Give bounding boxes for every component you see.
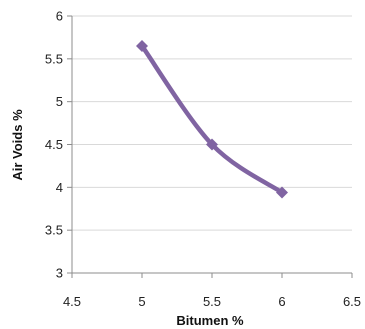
series — [136, 39, 288, 199]
y-tick-labels: 3 3.5 4 4.5 5 5.5 6 — [45, 9, 63, 281]
y-tick-label: 4 — [56, 180, 63, 195]
data-point-marker — [206, 138, 218, 151]
data-point-marker — [276, 186, 288, 199]
x-tick-label: 6.5 — [343, 294, 361, 309]
gridlines — [72, 15, 352, 231]
x-axis-title: Bitumen % — [176, 313, 244, 328]
y-axis-title: Air Voids % — [10, 109, 25, 181]
x-tick-label: 5 — [138, 294, 145, 309]
y-tick-label: 3.5 — [45, 223, 63, 238]
x-tick-label: 4.5 — [63, 294, 81, 309]
axes — [67, 15, 353, 278]
y-tick-label: 3 — [56, 266, 63, 281]
y-tick-label: 6 — [56, 9, 63, 24]
y-tick-label: 5.5 — [45, 51, 63, 66]
series-line — [139, 43, 285, 195]
x-tick-labels: 4.5 5 5.5 6 6.5 — [63, 294, 361, 309]
x-tick-label: 6 — [278, 294, 285, 309]
y-tick-label: 5 — [56, 94, 63, 109]
x-tick-label: 5.5 — [203, 294, 221, 309]
data-point-marker — [136, 39, 148, 52]
y-tick-label: 4.5 — [45, 137, 63, 152]
